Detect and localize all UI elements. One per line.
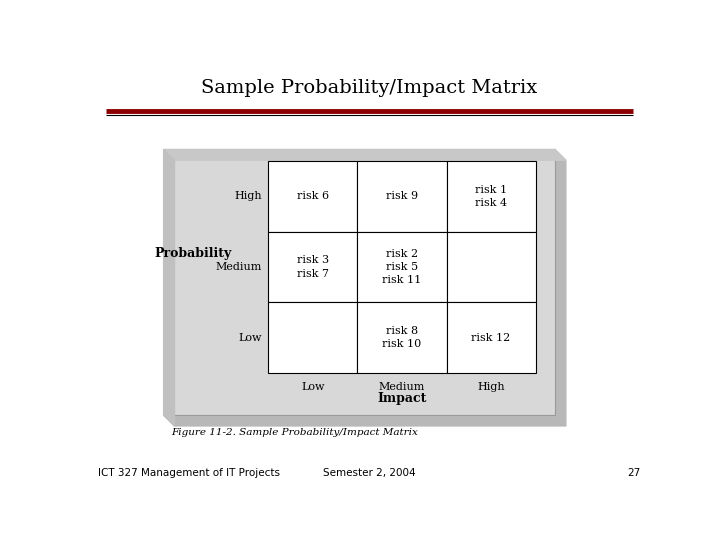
Text: Sample Probability/Impact Matrix: Sample Probability/Impact Matrix xyxy=(201,79,537,97)
Text: Low: Low xyxy=(238,333,262,342)
Bar xyxy=(269,232,357,302)
Text: risk 1
risk 4: risk 1 risk 4 xyxy=(475,185,507,208)
Text: Semester 2, 2004: Semester 2, 2004 xyxy=(323,468,415,478)
Text: risk 6: risk 6 xyxy=(297,191,329,201)
Bar xyxy=(357,232,446,302)
Bar xyxy=(357,302,446,373)
Text: High: High xyxy=(477,382,505,392)
Bar xyxy=(446,302,536,373)
Bar xyxy=(446,161,536,232)
Text: Medium: Medium xyxy=(379,382,425,392)
Text: Impact: Impact xyxy=(377,392,427,404)
Polygon shape xyxy=(163,150,174,426)
Text: High: High xyxy=(235,191,262,201)
Text: Probability: Probability xyxy=(155,247,232,260)
Text: risk 3
risk 7: risk 3 risk 7 xyxy=(297,255,329,279)
Text: risk 2
risk 5
risk 11: risk 2 risk 5 risk 11 xyxy=(382,249,422,285)
Bar xyxy=(269,161,357,232)
Polygon shape xyxy=(555,150,566,426)
Text: Low: Low xyxy=(301,382,325,392)
Text: risk 8
risk 10: risk 8 risk 10 xyxy=(382,326,422,349)
Text: Medium: Medium xyxy=(216,262,262,272)
Bar xyxy=(269,302,357,373)
Bar xyxy=(446,232,536,302)
Bar xyxy=(163,150,555,415)
Text: Figure 11-2. Sample Probability/Impact Matrix: Figure 11-2. Sample Probability/Impact M… xyxy=(171,428,418,436)
Text: risk 12: risk 12 xyxy=(472,333,510,342)
Polygon shape xyxy=(163,150,566,160)
Bar xyxy=(357,161,446,232)
Text: 27: 27 xyxy=(627,468,640,478)
Polygon shape xyxy=(163,415,566,426)
Text: risk 9: risk 9 xyxy=(386,191,418,201)
Text: ICT 327 Management of IT Projects: ICT 327 Management of IT Projects xyxy=(98,468,280,478)
